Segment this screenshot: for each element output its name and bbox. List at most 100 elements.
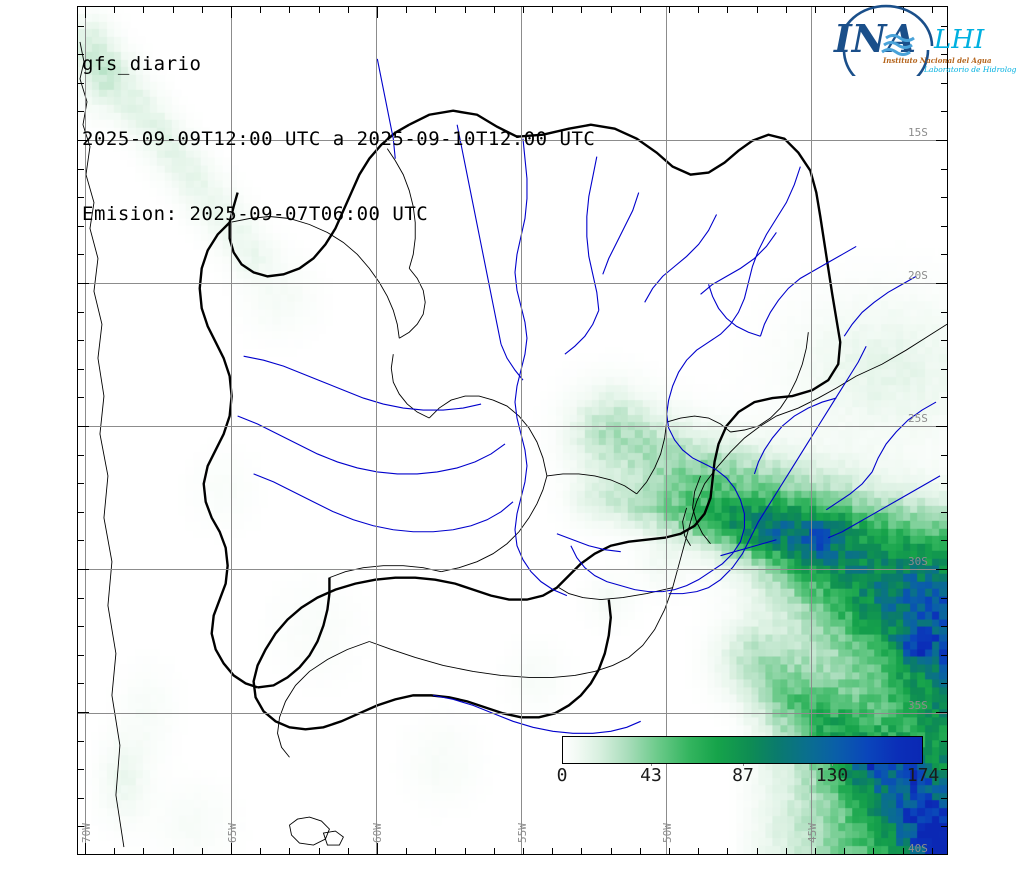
colorbar-label-0: 0 bbox=[556, 765, 568, 786]
tick-lat-left bbox=[78, 197, 84, 198]
tick-lat bbox=[941, 798, 947, 799]
tick-lat-left bbox=[78, 26, 84, 27]
tick-lat-left bbox=[78, 712, 89, 713]
tick-lon bbox=[698, 848, 699, 854]
tick-lat-left bbox=[78, 655, 84, 656]
gridline-lon-55W bbox=[521, 7, 522, 854]
tick-lat bbox=[941, 54, 947, 55]
tick-lat-left bbox=[78, 683, 84, 684]
tick-lon bbox=[640, 848, 641, 854]
tick-lat-left bbox=[78, 312, 84, 313]
gridline-lon-65W bbox=[231, 7, 232, 854]
title-valid-range: 2025-09-09T12:00 UTC a 2025-09-10T12:00 … bbox=[82, 128, 596, 150]
tick-lon-top bbox=[231, 7, 232, 18]
tick-lat-left bbox=[78, 54, 84, 55]
tick-lat-left bbox=[78, 826, 84, 827]
tick-lat bbox=[941, 226, 947, 227]
tick-lon-top bbox=[815, 7, 816, 13]
tick-lat-left bbox=[78, 397, 84, 398]
tick-lat bbox=[941, 26, 947, 27]
tick-lon bbox=[611, 848, 612, 854]
gridline-lon-70W bbox=[85, 7, 86, 854]
tick-lat bbox=[941, 741, 947, 742]
tick-lat-left bbox=[78, 483, 84, 484]
tick-lat bbox=[936, 426, 947, 427]
lon-label-70W: 70W bbox=[80, 823, 93, 843]
tick-lat-left bbox=[78, 798, 84, 799]
tick-lat bbox=[941, 369, 947, 370]
tick-lon-top bbox=[640, 7, 641, 13]
gridline-lat-30S bbox=[78, 569, 947, 570]
lat-label-30S: 30S bbox=[908, 555, 928, 568]
tick-lat-left bbox=[78, 569, 89, 570]
tick-lon bbox=[202, 848, 203, 854]
tick-lon bbox=[903, 848, 904, 854]
plot-title-block: gfs_diario 2025-09-09T12:00 UTC a 2025-0… bbox=[82, 2, 595, 252]
tick-lat-left bbox=[78, 140, 89, 141]
tick-lat bbox=[941, 655, 947, 656]
tick-lon-top bbox=[932, 7, 933, 13]
tick-lon bbox=[932, 848, 933, 854]
tick-lon-top bbox=[669, 7, 670, 13]
lon-label-45W: 45W bbox=[806, 823, 819, 843]
tick-lon-top bbox=[202, 7, 203, 13]
gridline-lon-50W bbox=[666, 7, 667, 854]
tick-lat bbox=[941, 483, 947, 484]
tick-lat bbox=[941, 769, 947, 770]
tick-lon bbox=[143, 848, 144, 854]
tick-lon bbox=[319, 848, 320, 854]
tick-lat-left bbox=[78, 455, 84, 456]
tick-lon-top bbox=[757, 7, 758, 13]
tick-lat-left bbox=[78, 598, 84, 599]
title-emission: Emision: 2025-09-07T06:00 UTC bbox=[82, 203, 429, 225]
lat-label-25S: 25S bbox=[908, 412, 928, 425]
logo-secondary-text: LHI bbox=[933, 25, 985, 55]
tick-lon bbox=[494, 848, 495, 854]
lon-label-55W: 55W bbox=[516, 823, 529, 843]
tick-lat-left bbox=[78, 741, 84, 742]
logo-secondary-subtitle: Laboratorio de Hidrologia bbox=[923, 65, 1016, 74]
colorbar-gradient bbox=[562, 736, 923, 764]
tick-lat-left bbox=[78, 169, 84, 170]
colorbar-label-87: 87 bbox=[732, 765, 754, 786]
lon-label-65W: 65W bbox=[226, 823, 239, 843]
tick-lat-left bbox=[78, 111, 84, 112]
lon-label-50W: 50W bbox=[661, 823, 674, 843]
tick-lon-top bbox=[85, 7, 86, 18]
tick-lon bbox=[289, 848, 290, 854]
colorbar-label-174: 174 bbox=[906, 765, 940, 786]
map-plot-area bbox=[77, 6, 948, 855]
tick-lat-left bbox=[78, 340, 84, 341]
tick-lon bbox=[465, 848, 466, 854]
tick-lon-top bbox=[552, 7, 553, 13]
tick-lon-top bbox=[406, 7, 407, 13]
tick-lon bbox=[815, 848, 816, 854]
tick-lat bbox=[941, 111, 947, 112]
tick-lon bbox=[85, 843, 86, 854]
gridline-lon-45W bbox=[811, 7, 812, 854]
tick-lat bbox=[941, 83, 947, 84]
tick-lat bbox=[941, 598, 947, 599]
tick-lat bbox=[936, 712, 947, 713]
tick-lat bbox=[936, 569, 947, 570]
lat-label-20S: 20S bbox=[908, 269, 928, 282]
tick-lon bbox=[552, 848, 553, 854]
tick-lat bbox=[941, 683, 947, 684]
tick-lon bbox=[260, 848, 261, 854]
tick-lat bbox=[941, 540, 947, 541]
tick-lon bbox=[377, 843, 378, 854]
logo-arc bbox=[838, 4, 934, 76]
tick-lat bbox=[941, 626, 947, 627]
colorbar bbox=[562, 736, 923, 764]
tick-lat-left bbox=[78, 540, 84, 541]
tick-lon-top bbox=[260, 7, 261, 13]
lat-label-40S: 40S bbox=[908, 842, 928, 855]
tick-lat-left bbox=[78, 369, 84, 370]
tick-lat-left bbox=[78, 226, 84, 227]
logo-wave-icon bbox=[881, 34, 915, 56]
tick-lon-top bbox=[523, 7, 524, 13]
tick-lat bbox=[936, 283, 947, 284]
logo-primary-subtitle: Instituto Nacional del Agua bbox=[882, 56, 992, 65]
gridline-lat-20S bbox=[78, 283, 947, 284]
tick-lat bbox=[941, 169, 947, 170]
